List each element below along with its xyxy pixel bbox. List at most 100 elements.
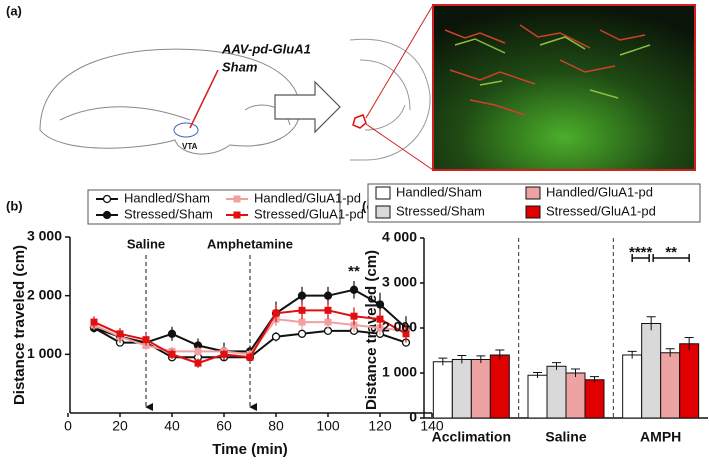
point	[349, 285, 359, 294]
error-bar	[684, 336, 694, 351]
legend-box	[87, 189, 341, 225]
error-bar	[457, 354, 467, 364]
error-bar	[495, 349, 505, 360]
event-label: Saline	[127, 236, 165, 251]
point	[116, 330, 124, 338]
y-tick-label: 0	[409, 409, 417, 425]
arrow	[274, 80, 341, 134]
point	[324, 318, 332, 326]
panel-label: (b)	[6, 198, 23, 213]
legend-label: Handled/Sham	[396, 184, 482, 199]
y-axis-label: Distance traveled (cm)	[363, 250, 380, 410]
legend-marker	[233, 195, 241, 203]
point	[324, 306, 332, 314]
error-bar	[627, 350, 637, 359]
x-tick-label: 40	[164, 418, 180, 434]
y-tick-label: 1 000	[27, 345, 62, 361]
legend-marker	[102, 194, 112, 204]
bar	[489, 354, 510, 419]
bar	[527, 374, 548, 419]
point	[297, 291, 307, 300]
legend-label: Handled/GluA1-pd	[254, 190, 361, 205]
coronal-section	[349, 38, 431, 161]
point	[323, 291, 333, 300]
region-label: VTA	[182, 142, 198, 151]
x-tick-label: 100	[316, 418, 340, 434]
bar	[641, 323, 662, 419]
bar	[584, 379, 605, 419]
annotation: **	[348, 263, 360, 280]
point	[402, 330, 410, 338]
y-tick-label: 2 000	[27, 286, 62, 302]
point	[90, 318, 98, 326]
point	[298, 318, 306, 326]
x-tick-label: 0	[64, 418, 72, 434]
point	[168, 350, 176, 358]
y-tick-label: 1 000	[382, 364, 417, 380]
zoom-line	[365, 123, 434, 171]
error-bar	[552, 362, 561, 370]
event-label: Amphetamine	[207, 236, 293, 251]
point	[297, 329, 307, 338]
x-tick-label: 140	[420, 418, 444, 434]
point	[272, 309, 280, 317]
point	[167, 329, 177, 338]
error-bar	[476, 355, 486, 364]
legend-swatch	[525, 205, 541, 219]
error-bar	[571, 368, 580, 378]
micrograph-texture	[444, 24, 651, 116]
x-axis-label: Time (min)	[212, 441, 288, 458]
legend-label: Stressed/GluA1-pd	[546, 203, 656, 218]
x-tick-label: 60	[216, 418, 232, 434]
point	[350, 312, 358, 320]
y-tick-label: 3 000	[382, 274, 417, 290]
y-tick-label: 4 000	[382, 229, 417, 245]
x-tick-label: Acclimation	[432, 429, 511, 445]
point	[375, 300, 385, 309]
significance-bracket	[631, 254, 650, 262]
point	[246, 353, 254, 361]
error-bar	[590, 376, 599, 383]
y-axis-label: Distance traveled (cm)	[11, 245, 28, 405]
legend-label: Handled/Sham	[124, 190, 210, 205]
y-tick-label: 3 000	[27, 228, 62, 244]
x-tick-label: AMPH	[640, 429, 681, 445]
error-bar	[665, 348, 675, 357]
x-tick-label: 80	[268, 418, 284, 434]
significance-label: **	[665, 244, 677, 261]
error-bar	[646, 316, 656, 331]
bar	[470, 359, 491, 419]
legend-swatch	[525, 186, 541, 200]
injection-needle	[189, 69, 219, 129]
legend-marker	[102, 210, 112, 220]
legend-label: Stressed/Sham	[124, 206, 213, 221]
legend-swatch	[375, 205, 391, 219]
point	[376, 315, 384, 323]
bar	[622, 354, 643, 419]
y-tick-label: 2 000	[382, 319, 417, 335]
point	[194, 359, 202, 367]
point	[271, 332, 281, 341]
legend-label: Handled/GluA1-pd	[546, 184, 653, 199]
virus-label: AAV-pd-GluA1	[221, 41, 311, 56]
significance-bracket	[652, 254, 690, 262]
zoom-line	[365, 4, 434, 119]
legend-marker	[233, 211, 241, 219]
bar	[432, 361, 453, 419]
point	[142, 336, 150, 344]
legend-label: Stressed/Sham	[396, 203, 485, 218]
sagittal-brain	[39, 48, 301, 155]
point	[298, 306, 306, 314]
x-tick-label: 20	[112, 418, 128, 434]
legend-label: Stressed/GluA1-pd	[254, 206, 364, 221]
error-bar	[533, 372, 542, 378]
bar	[451, 359, 472, 419]
error-bar	[438, 357, 448, 366]
x-tick-label: Saline	[545, 429, 586, 445]
point	[194, 347, 202, 355]
x-tick-label: 120	[368, 418, 392, 434]
point	[220, 350, 228, 358]
significance-label: ****	[629, 244, 653, 261]
bar	[660, 352, 681, 419]
